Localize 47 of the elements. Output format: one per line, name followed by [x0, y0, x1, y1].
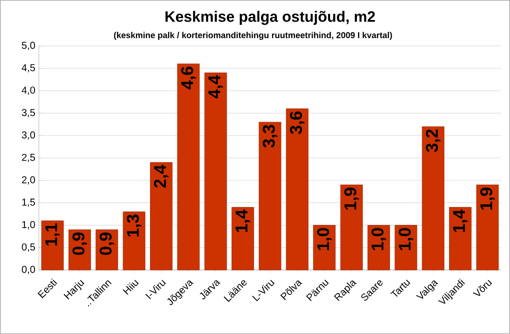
y-tick-label: 2,0 — [22, 176, 35, 185]
data-label: 1,9 — [344, 188, 359, 210]
data-label: 3,6 — [290, 111, 304, 134]
y-tick-label: 1,5 — [22, 198, 35, 207]
bar — [232, 207, 254, 270]
y-tick-label: 4,0 — [22, 86, 35, 95]
bar — [150, 162, 172, 270]
x-tick-label: Hiiu — [122, 280, 139, 295]
y-tick-label: 2,5 — [22, 154, 35, 162]
data-label: 0,9 — [100, 232, 114, 255]
bar — [340, 184, 363, 270]
bar — [476, 184, 499, 270]
bar — [368, 225, 390, 270]
bar — [122, 212, 146, 270]
y-tick-label: 3,0 — [22, 131, 35, 140]
data-label: 4,4 — [208, 75, 223, 98]
data-label: 1,9 — [480, 188, 495, 210]
bar — [41, 220, 64, 270]
y-tick-label: 0,0 — [22, 266, 35, 274]
bar — [449, 207, 472, 270]
data-label: 3,3 — [262, 124, 278, 148]
data-label: 4,6 — [181, 66, 196, 90]
y-tick-label: 3,5 — [22, 109, 35, 118]
bar — [204, 72, 227, 270]
y-tick-label: 0,5 — [22, 243, 35, 252]
bar — [422, 126, 444, 270]
chart-subtitle: (keskmine palk / korteriomanditehingu ruutmeetrihind, 2009 I kvartal) — [114, 32, 392, 40]
data-label: 1,3 — [126, 214, 142, 237]
data-label: 1,1 — [45, 223, 60, 246]
data-label: 1,4 — [453, 210, 468, 232]
bar — [177, 64, 200, 270]
data-label: 3,2 — [426, 130, 440, 152]
data-label: 1,0 — [398, 228, 414, 250]
chart-title: Keskmise palga ostujõud, m2 — [166, 10, 375, 25]
bar — [286, 108, 308, 270]
data-label: 2,4 — [154, 164, 169, 188]
y-tick-label: 5,0 — [22, 42, 35, 50]
data-label: 1,0 — [317, 228, 332, 250]
x-tick-label: Võru — [472, 280, 492, 296]
bar — [394, 225, 418, 270]
bar — [258, 122, 282, 270]
bar — [313, 225, 336, 270]
y-tick-label: 1,0 — [22, 221, 35, 230]
data-label: 0,9 — [72, 232, 87, 255]
data-label: 1,0 — [371, 228, 386, 250]
y-tick-label: 4,5 — [22, 64, 35, 72]
data-label: 1,4 — [236, 210, 250, 232]
